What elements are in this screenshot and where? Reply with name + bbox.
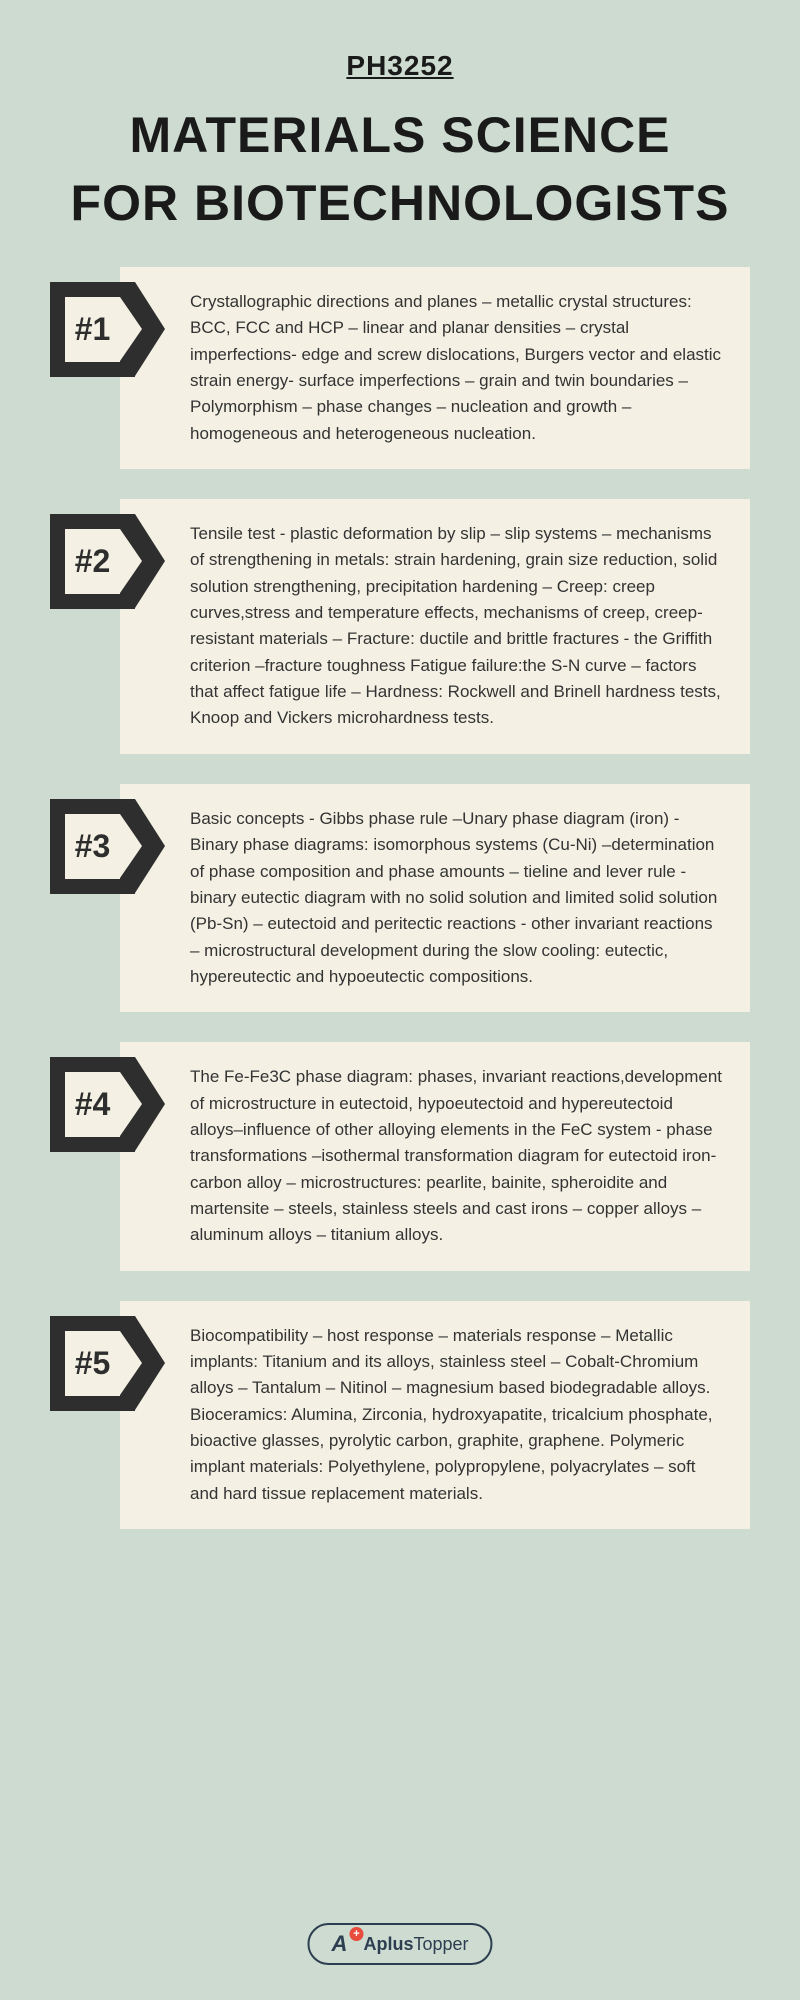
badge-number: #3 <box>65 814 120 879</box>
badge-inner-arrow-icon <box>120 1072 142 1136</box>
number-badge: #4 <box>50 1057 165 1152</box>
logo-letter: A <box>331 1931 347 1956</box>
brand-logo: A + AplusTopper <box>307 1923 492 1965</box>
number-badge: #2 <box>50 514 165 609</box>
list-item: #2 Tensile test - plastic deformation by… <box>50 499 750 754</box>
list-item: #5 Biocompatibility – host response – ma… <box>50 1301 750 1529</box>
item-content: Biocompatibility – host response – mater… <box>120 1301 750 1529</box>
title-line-1: MATERIALS SCIENCE <box>129 107 670 163</box>
item-content: The Fe-Fe3C phase diagram: phases, invar… <box>120 1042 750 1270</box>
items-list: #1 Crystallographic directions and plane… <box>0 237 800 1529</box>
number-badge: #3 <box>50 799 165 894</box>
badge-inner-arrow-icon <box>120 1331 142 1395</box>
badge-inner-arrow-icon <box>120 297 142 361</box>
item-content: Crystallographic directions and planes –… <box>120 267 750 469</box>
badge-inner-arrow-icon <box>120 529 142 593</box>
badge-number: #4 <box>65 1072 120 1137</box>
list-item: #1 Crystallographic directions and plane… <box>50 267 750 469</box>
badge-number: #5 <box>65 1331 120 1396</box>
badge-inner-arrow-icon <box>120 814 142 878</box>
number-badge: #5 <box>50 1316 165 1411</box>
item-content: Basic concepts - Gibbs phase rule –Unary… <box>120 784 750 1012</box>
logo-plus-icon: + <box>349 1927 363 1941</box>
logo-mark-icon: A + <box>331 1931 357 1957</box>
logo-text: AplusTopper <box>363 1934 468 1955</box>
logo-prefix: Aplus <box>363 1934 413 1954</box>
header: PH3252 MATERIALS SCIENCE FOR BIOTECHNOLO… <box>0 0 800 237</box>
badge-number: #2 <box>65 529 120 594</box>
list-item: #4 The Fe-Fe3C phase diagram: phases, in… <box>50 1042 750 1270</box>
item-content: Tensile test - plastic deformation by sl… <box>120 499 750 754</box>
number-badge: #1 <box>50 282 165 377</box>
course-code: PH3252 <box>0 50 800 82</box>
title-line-2: FOR BIOTECHNOLOGISTS <box>71 175 730 231</box>
list-item: #3 Basic concepts - Gibbs phase rule –Un… <box>50 784 750 1012</box>
logo-suffix: Topper <box>413 1934 468 1954</box>
badge-number: #1 <box>65 297 120 362</box>
page-title: MATERIALS SCIENCE FOR BIOTECHNOLOGISTS <box>0 102 800 237</box>
